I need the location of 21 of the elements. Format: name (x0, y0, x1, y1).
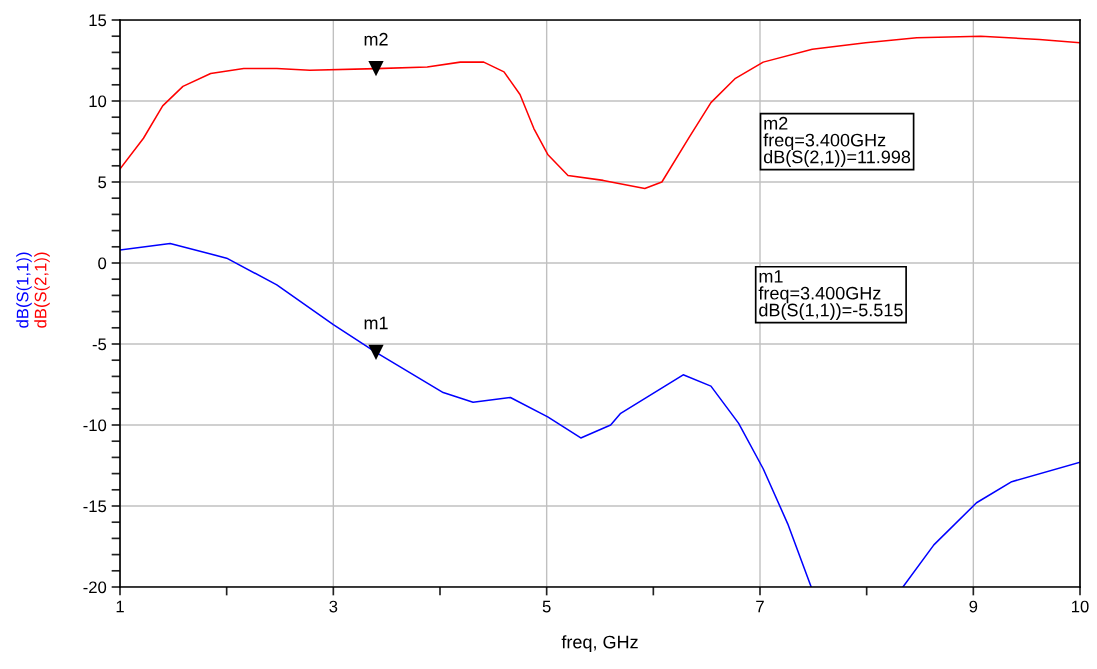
annotation: m1 (364, 316, 388, 330)
y-tick-label: -10 (83, 419, 107, 432)
y-tick-label: 15 (89, 14, 107, 27)
x-tick-label: 3 (329, 600, 338, 613)
y-tick-label: -5 (92, 338, 107, 351)
y-tick-label: -15 (83, 500, 107, 513)
y-tick-label: 10 (89, 95, 107, 108)
annotation: m2 (364, 32, 388, 46)
x-tick-label: 9 (969, 600, 978, 613)
y-tick-label: -20 (83, 581, 107, 594)
x-tick-label: 7 (756, 600, 764, 613)
x-tick-label: 1 (116, 600, 124, 613)
annotation: m2 freq=3.400GHz dB(S(2,1))=11.998 (763, 116, 911, 167)
annotation: m1 freq=3.400GHz dB(S(1,1))=-5.515 (758, 270, 903, 320)
text: dB(S(2,1)) (34, 252, 50, 328)
x-axis-title: freq, GHz (561, 635, 638, 653)
x-tick-label: 5 (542, 600, 551, 613)
x-tick-label: 10 (1072, 600, 1089, 613)
text: dB(S(1,1)) (16, 252, 32, 328)
y-tick-label: 0 (98, 257, 107, 270)
y-tick-label: 5 (98, 176, 107, 189)
